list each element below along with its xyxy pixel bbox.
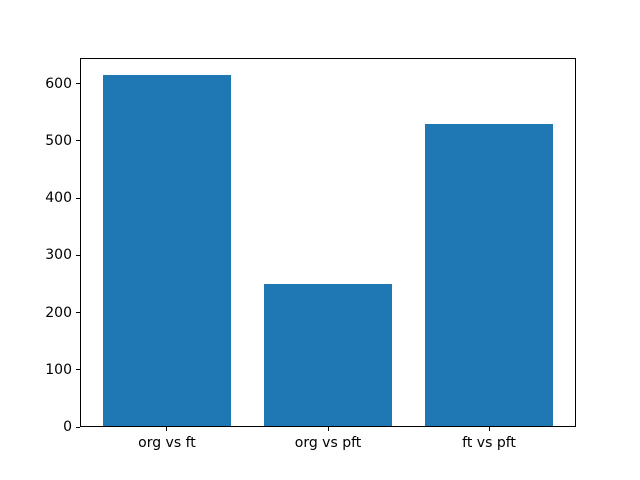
bar-ft-vs-pft [424, 123, 554, 426]
y-tick-mark [76, 426, 80, 428]
y-tick-mark [76, 369, 80, 371]
x-tick-mark [327, 427, 329, 431]
bar-org-vs-pft [263, 283, 393, 426]
y-tick-mark [76, 254, 80, 256]
y-tick-label: 500 [45, 132, 72, 149]
y-tick-mark [76, 83, 80, 85]
y-tick-mark [76, 140, 80, 142]
y-tick-label: 300 [45, 247, 72, 264]
plot-area [80, 58, 576, 427]
y-tick-label: 600 [45, 75, 72, 92]
y-tick-label: 100 [45, 361, 72, 378]
x-tick-mark [166, 427, 168, 431]
y-tick-label: 400 [45, 190, 72, 207]
x-tick-label-org-vs-ft: org vs ft [138, 435, 196, 451]
y-tick-mark [76, 312, 80, 314]
bar-org-vs-ft [102, 74, 232, 426]
x-tick-label-org-vs-pft: org vs pft [294, 435, 362, 451]
y-tick-mark [76, 197, 80, 199]
x-tick-label-ft-vs-pft: ft vs pft [462, 435, 516, 451]
y-tick-label: 0 [63, 419, 72, 435]
x-tick-mark [488, 427, 490, 431]
y-tick-label: 200 [45, 304, 72, 321]
